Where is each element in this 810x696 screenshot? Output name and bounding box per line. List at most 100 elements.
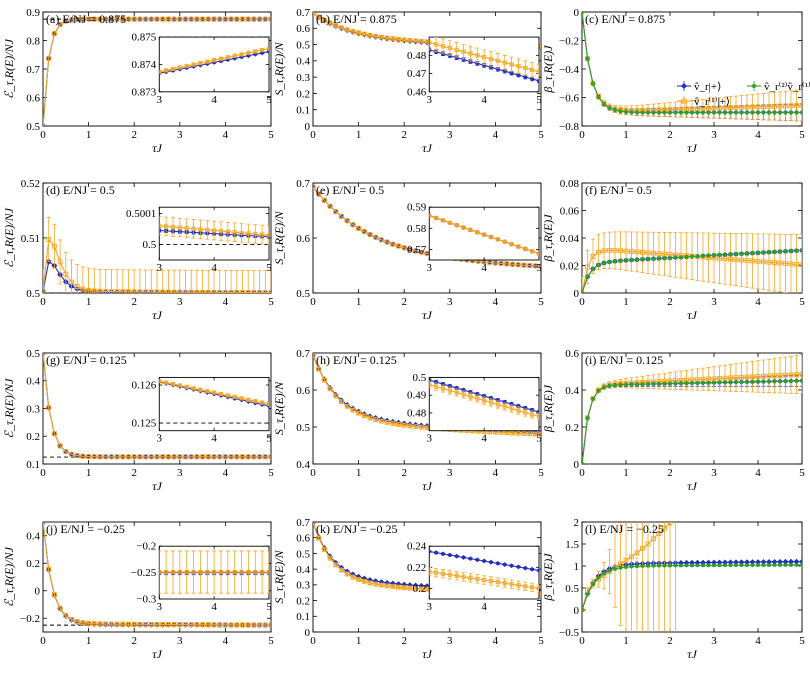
marker-orange xyxy=(239,569,244,575)
marker-orange xyxy=(165,622,171,627)
x-tick-label: 0 xyxy=(40,635,46,647)
marker-green xyxy=(646,382,650,386)
x-tick-label: 0 xyxy=(310,467,316,479)
marker-orange xyxy=(396,36,401,42)
series-orange xyxy=(582,354,802,464)
marker-orange xyxy=(728,256,733,262)
marker-orange xyxy=(217,289,223,293)
marker-orange xyxy=(205,289,211,293)
panel-title: (a) E/NJ = 0.875 xyxy=(46,12,126,26)
marker-orange xyxy=(253,231,258,237)
marker-green xyxy=(756,563,760,567)
marker-green xyxy=(690,254,694,259)
marker-green xyxy=(657,381,661,386)
marker-green xyxy=(739,110,744,115)
marker-orange xyxy=(316,535,322,541)
marker-orange xyxy=(350,574,356,580)
marker-orange xyxy=(794,103,799,108)
marker-orange xyxy=(183,454,188,460)
marker-orange xyxy=(159,379,162,384)
marker-orange xyxy=(217,16,223,22)
marker-blue xyxy=(522,74,528,80)
y-tick-label: 0.7 xyxy=(296,348,310,360)
marker-green xyxy=(783,563,788,567)
marker-green xyxy=(679,110,683,115)
marker-orange xyxy=(772,373,777,379)
marker-orange xyxy=(623,248,629,254)
marker-orange xyxy=(159,223,162,228)
y-tick-label: 0.2 xyxy=(26,431,40,443)
marker-orange xyxy=(379,582,384,588)
marker-orange xyxy=(225,393,230,398)
marker-orange xyxy=(322,547,327,552)
marker-orange xyxy=(170,224,176,230)
marker-orange xyxy=(165,289,171,293)
marker-orange xyxy=(333,393,339,399)
marker-green xyxy=(596,263,601,267)
y-tick-label: 0.874 xyxy=(132,59,157,71)
x-tick-label: 4 xyxy=(211,94,217,106)
marker-green xyxy=(585,416,590,420)
marker-orange xyxy=(339,25,344,31)
y-tick-label: 0.06 xyxy=(560,205,580,217)
series-line-orange xyxy=(582,522,672,611)
marker-orange xyxy=(498,261,504,266)
marker-green xyxy=(591,396,595,401)
marker-orange xyxy=(57,22,63,27)
x-tick-label: 5 xyxy=(536,433,542,445)
x-axis-label: τJ xyxy=(687,141,697,155)
marker-orange xyxy=(532,263,538,269)
marker-orange xyxy=(57,259,63,265)
marker-blue xyxy=(799,558,802,565)
marker-orange xyxy=(728,105,733,111)
marker-orange xyxy=(205,59,210,64)
marker-orange xyxy=(361,31,367,37)
marker-orange xyxy=(536,414,539,419)
marker-orange xyxy=(706,105,711,111)
marker-orange xyxy=(327,386,333,392)
marker-orange xyxy=(57,443,63,449)
y-tick-label: 0.3 xyxy=(296,72,310,84)
marker-orange xyxy=(413,586,418,591)
marker-orange xyxy=(582,290,585,293)
y-tick-label: 0.4 xyxy=(296,56,310,68)
y-axis-label: ℰ_τ,R(E)/NJ xyxy=(2,38,16,99)
marker-blue xyxy=(433,550,439,556)
marker-orange xyxy=(536,69,539,74)
marker-orange xyxy=(722,375,728,381)
y-tick-label: 0 xyxy=(305,627,311,639)
series-line-orange xyxy=(429,215,539,255)
marker-green xyxy=(734,563,738,568)
x-tick-label: 3 xyxy=(177,129,183,141)
marker-orange xyxy=(63,271,69,277)
y-tick-label: 0.24 xyxy=(407,541,427,553)
marker-green xyxy=(712,253,716,258)
y-tick-label: 0.875 xyxy=(132,32,157,44)
marker-orange xyxy=(120,621,126,627)
marker-orange xyxy=(468,575,473,580)
marker-orange xyxy=(143,621,148,627)
marker-orange xyxy=(596,249,601,255)
marker-orange xyxy=(313,12,316,16)
x-tick-label: 1 xyxy=(623,129,629,141)
marker-orange xyxy=(434,215,439,221)
marker-green xyxy=(739,251,744,256)
y-tick-label: 0.04 xyxy=(560,233,580,245)
x-axis-label: τJ xyxy=(422,141,432,155)
marker-orange xyxy=(80,453,86,459)
marker-blue xyxy=(529,566,535,572)
marker-orange xyxy=(777,260,783,266)
marker-green xyxy=(745,251,749,256)
marker-orange xyxy=(739,257,744,263)
x-tick-label: 3 xyxy=(711,296,717,308)
marker-orange xyxy=(257,290,262,293)
marker-orange xyxy=(356,577,361,582)
series-orange xyxy=(43,353,271,460)
y-tick-label: −0.4 xyxy=(559,64,579,76)
marker-orange xyxy=(482,55,487,60)
x-axis-label: τJ xyxy=(152,479,162,493)
marker-green xyxy=(701,254,705,258)
x-axis-label: τJ xyxy=(152,308,162,322)
marker-orange xyxy=(188,454,194,460)
marker-orange xyxy=(239,396,244,401)
